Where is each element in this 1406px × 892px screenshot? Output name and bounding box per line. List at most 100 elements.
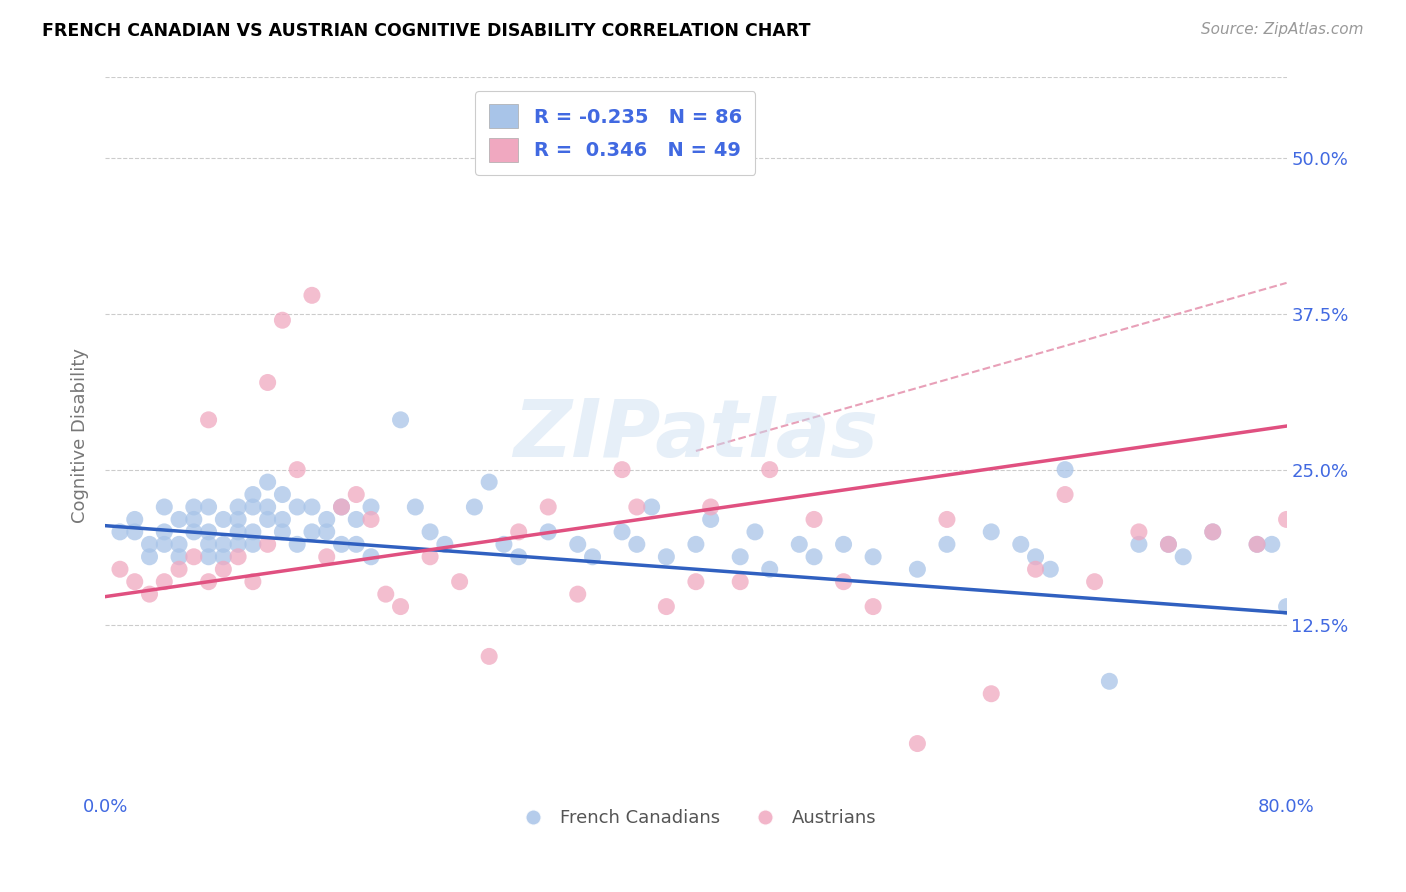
Point xyxy=(758,462,780,476)
Point xyxy=(197,549,219,564)
Point xyxy=(183,549,205,564)
Point xyxy=(330,500,353,514)
Text: ZIPatlas: ZIPatlas xyxy=(513,396,879,475)
Point xyxy=(183,524,205,539)
Point xyxy=(389,413,412,427)
Point xyxy=(360,512,382,526)
Point xyxy=(862,549,884,564)
Point xyxy=(1128,537,1150,551)
Point xyxy=(315,512,337,526)
Point xyxy=(1025,549,1047,564)
Point xyxy=(301,524,323,539)
Point xyxy=(153,574,176,589)
Point xyxy=(626,500,648,514)
Point xyxy=(167,549,190,564)
Point xyxy=(138,587,160,601)
Point xyxy=(905,737,928,751)
Point xyxy=(1010,537,1032,551)
Point xyxy=(124,524,146,539)
Point xyxy=(374,587,396,601)
Point xyxy=(242,524,264,539)
Point xyxy=(330,500,353,514)
Point xyxy=(478,649,501,664)
Point xyxy=(167,512,190,526)
Point xyxy=(226,524,249,539)
Point xyxy=(212,537,235,551)
Point xyxy=(344,537,367,551)
Point xyxy=(344,512,367,526)
Point xyxy=(508,524,530,539)
Text: Source: ZipAtlas.com: Source: ZipAtlas.com xyxy=(1201,22,1364,37)
Point xyxy=(699,512,721,526)
Point xyxy=(787,537,810,551)
Point xyxy=(242,487,264,501)
Point xyxy=(508,549,530,564)
Point xyxy=(537,500,560,514)
Point xyxy=(581,549,603,564)
Point xyxy=(226,500,249,514)
Point xyxy=(1039,562,1062,576)
Point xyxy=(862,599,884,614)
Point xyxy=(315,549,337,564)
Point xyxy=(197,500,219,514)
Point xyxy=(419,524,441,539)
Point xyxy=(492,537,515,551)
Point xyxy=(212,549,235,564)
Point xyxy=(360,549,382,564)
Point xyxy=(905,562,928,576)
Point xyxy=(242,574,264,589)
Point xyxy=(1157,537,1180,551)
Point xyxy=(433,537,456,551)
Point xyxy=(1025,562,1047,576)
Point xyxy=(404,500,426,514)
Point xyxy=(758,562,780,576)
Point xyxy=(537,524,560,539)
Point xyxy=(1128,524,1150,539)
Point xyxy=(285,500,308,514)
Point xyxy=(167,537,190,551)
Point xyxy=(832,574,855,589)
Point xyxy=(1157,537,1180,551)
Point xyxy=(344,487,367,501)
Point xyxy=(108,524,131,539)
Point xyxy=(610,524,633,539)
Point xyxy=(1084,574,1107,589)
Point xyxy=(226,512,249,526)
Point xyxy=(226,549,249,564)
Point xyxy=(610,462,633,476)
Point xyxy=(197,537,219,551)
Point xyxy=(449,574,471,589)
Point xyxy=(699,500,721,514)
Point xyxy=(212,562,235,576)
Text: FRENCH CANADIAN VS AUSTRIAN COGNITIVE DISABILITY CORRELATION CHART: FRENCH CANADIAN VS AUSTRIAN COGNITIVE DI… xyxy=(42,22,811,40)
Point xyxy=(301,288,323,302)
Point xyxy=(419,549,441,564)
Point xyxy=(153,500,176,514)
Point xyxy=(138,537,160,551)
Point xyxy=(301,500,323,514)
Point xyxy=(153,537,176,551)
Point xyxy=(242,500,264,514)
Point xyxy=(567,537,589,551)
Point xyxy=(271,512,294,526)
Point xyxy=(1275,512,1298,526)
Point xyxy=(183,500,205,514)
Point xyxy=(183,512,205,526)
Point xyxy=(980,524,1002,539)
Point xyxy=(803,549,825,564)
Point xyxy=(685,574,707,589)
Point xyxy=(655,549,678,564)
Point xyxy=(167,562,190,576)
Point xyxy=(1098,674,1121,689)
Point xyxy=(285,462,308,476)
Legend: French Canadians, Austrians: French Canadians, Austrians xyxy=(508,802,884,834)
Point xyxy=(567,587,589,601)
Point xyxy=(389,599,412,614)
Point xyxy=(728,574,751,589)
Point xyxy=(226,537,249,551)
Point xyxy=(728,549,751,564)
Point xyxy=(1275,599,1298,614)
Point xyxy=(478,475,501,489)
Point xyxy=(935,512,957,526)
Point xyxy=(1173,549,1195,564)
